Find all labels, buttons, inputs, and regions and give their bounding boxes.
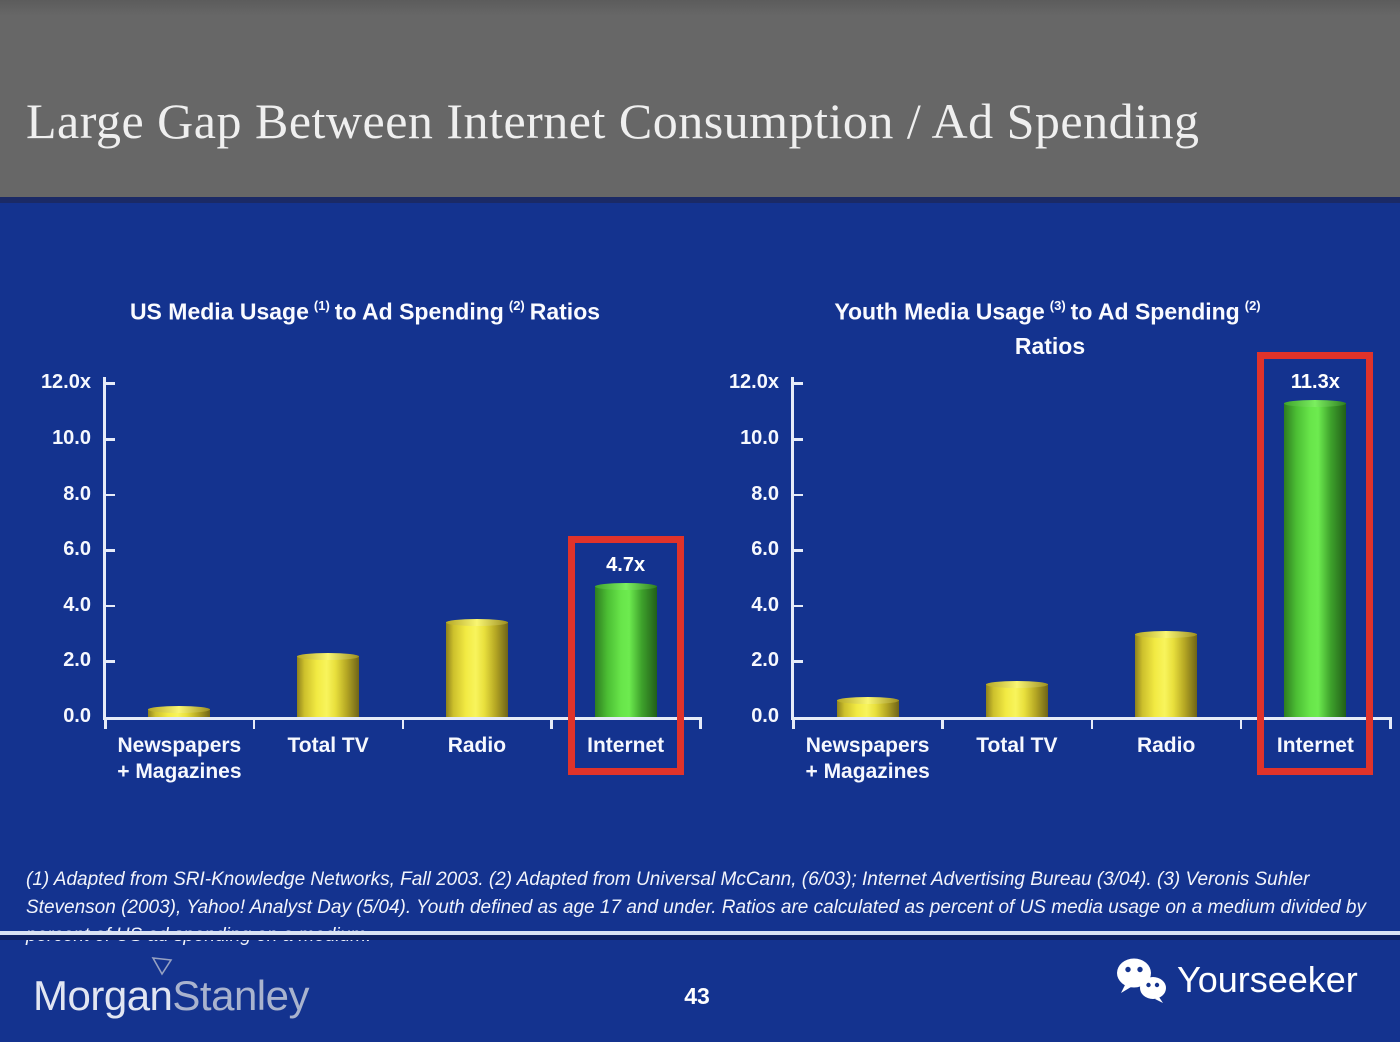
x-tick-mark <box>550 719 553 729</box>
y-tick-label: 10.0 <box>52 427 91 449</box>
left-chart-title: US Media Usage (1) to Ad Spending (2) Ratios <box>40 290 690 329</box>
category-label-total-tv: Total TV <box>976 734 1058 757</box>
bar-radio <box>445 619 508 717</box>
footnote-separator-line <box>0 931 1400 935</box>
watermark-label: Yourseeker <box>1177 959 1358 1000</box>
y-tick-label: 2.0 <box>63 649 91 672</box>
y-tick-mark <box>106 382 115 385</box>
right-chart-title-text: Youth Media Usage <box>834 298 1045 325</box>
page-number: 43 <box>684 983 710 1009</box>
footnote: (1) Adapted from SRI-Knowledge Networks,… <box>26 869 1366 946</box>
highlight-box-internet <box>1257 352 1374 775</box>
slide-header: Large Gap Between Internet Consumption /… <box>0 0 1400 197</box>
category-label-radio: Radio <box>1136 734 1196 757</box>
y-axis-line <box>103 377 106 719</box>
footnote-ref-2: (2) <box>508 298 525 313</box>
category-label-internet: Internet <box>587 734 665 757</box>
y-tick-label: 10.0 <box>740 427 779 449</box>
y-tick-mark <box>794 382 803 385</box>
value-label-internet: 11.3x <box>1290 371 1340 393</box>
y-tick-mark <box>106 438 115 441</box>
y-tick-label: 4.0 <box>63 593 91 616</box>
value-label-internet: 4.7x <box>606 554 646 576</box>
x-tick-mark <box>1389 719 1392 729</box>
brand-morgan: Morgan <box>33 972 173 1019</box>
y-tick-mark <box>106 493 115 497</box>
y-tick-label: 6.0 <box>63 538 91 561</box>
x-tick-mark <box>252 719 256 729</box>
y-tick-label: 0.0 <box>751 705 779 727</box>
x-tick-mark <box>1090 719 1093 729</box>
y-tick-label: 12.0x <box>40 371 91 394</box>
bar-newspapers-magazines <box>836 697 899 717</box>
bar-cap <box>594 583 657 590</box>
bar-radio <box>1135 631 1198 717</box>
right-chart-title: Youth Media Usage (3) to Ad Spending (2) Ra… <box>770 290 1330 363</box>
highlight-box-internet <box>567 536 684 775</box>
y-tick-mark <box>106 660 115 663</box>
bar-cap <box>297 653 360 660</box>
bar-cap <box>148 706 211 713</box>
x-tick-mark <box>104 719 107 729</box>
y-tick-label: 0.0 <box>63 705 91 727</box>
footnote-ref-1: (1) <box>313 298 330 313</box>
right-chart-title-line1: Youth Media Usage (3) to Ad Spending (2) <box>770 290 1330 329</box>
right-chart-title-line2: Ratios <box>1014 332 1086 359</box>
y-axis-line <box>791 377 794 719</box>
footer-separator-line <box>0 935 1400 940</box>
bar-cap <box>836 697 899 704</box>
x-tick-mark <box>699 719 702 729</box>
left-chart-title-text: US Media Usage <box>129 298 309 325</box>
y-tick-label: 12.0x <box>728 371 779 394</box>
wechat-icon <box>1117 958 1166 1003</box>
y-tick-mark <box>794 604 803 608</box>
y-tick-mark <box>106 604 115 608</box>
y-tick-label: 2.0 <box>751 649 779 672</box>
y-tick-mark <box>794 549 803 552</box>
category-label-internet: Internet <box>1276 734 1354 757</box>
bar-total-tv <box>297 653 360 717</box>
x-tick-mark <box>401 719 404 729</box>
y-tick-label: 8.0 <box>751 482 779 505</box>
x-axis-line <box>103 717 702 720</box>
category-label-newspapers-magazines: Newspapers + Magazines <box>805 734 930 783</box>
footnote-ref-2: (2) <box>1244 298 1261 313</box>
left-chart-title-text: Ratios <box>529 298 601 325</box>
x-tick-mark <box>792 719 795 729</box>
watermark: Yourseeker <box>1114 956 1358 1004</box>
y-tick-mark <box>106 549 115 552</box>
y-tick-label: 6.0 <box>751 538 779 561</box>
slide-title: Large Gap Between Internet Consumption /… <box>26 93 1200 149</box>
brand-stanley: Stanley <box>172 972 309 1019</box>
bar-cap <box>1135 631 1198 638</box>
x-axis-line <box>791 717 1392 720</box>
footnote-ref-3: (3) <box>1049 298 1066 313</box>
y-tick-label: 4.0 <box>751 593 779 616</box>
bar-total-tv <box>985 681 1048 717</box>
left-chart-title-text: to Ad Spending <box>334 298 504 325</box>
y-tick-mark <box>794 660 803 663</box>
header-divider <box>0 197 1400 203</box>
morgan-stanley-logo: MorganStanley <box>33 972 309 1020</box>
bar-cap <box>1284 400 1347 407</box>
x-tick-mark <box>941 719 944 729</box>
category-label-newspapers-magazines: Newspapers + Magazines <box>117 734 242 783</box>
x-tick-mark <box>1239 719 1243 729</box>
y-tick-label: 8.0 <box>63 482 91 505</box>
bar-internet <box>1284 400 1347 717</box>
y-tick-mark <box>794 493 803 497</box>
bar-cap <box>445 619 508 626</box>
category-label-total-tv: Total TV <box>287 734 369 757</box>
right-chart-title-text: to Ad Spending <box>1070 298 1240 325</box>
bar-newspapers-magazines <box>148 706 211 717</box>
y-tick-mark <box>794 438 803 441</box>
flag-triangle-icon <box>151 957 173 976</box>
category-label-radio: Radio <box>447 734 507 757</box>
bar-internet <box>594 583 657 717</box>
bar-cap <box>985 681 1048 688</box>
